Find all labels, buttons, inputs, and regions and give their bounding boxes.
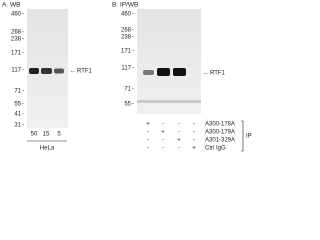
marker-label: 171 <box>121 49 132 55</box>
band <box>54 68 64 74</box>
marker-label: 238 <box>11 37 22 43</box>
marker-tick: - <box>22 102 24 108</box>
marker-tick: - <box>22 89 24 95</box>
sign: + <box>161 130 165 136</box>
marker-label: 41 <box>14 112 21 118</box>
marker-label: 71 <box>124 87 131 93</box>
marker-tick: - <box>22 112 24 118</box>
row-label: Ctrl IgG <box>205 146 226 152</box>
lane-label: 50 <box>31 132 38 138</box>
target-label: RTF1 <box>210 71 226 77</box>
sign: + <box>192 146 196 152</box>
band <box>173 68 186 76</box>
lane-label: 5 <box>57 132 61 138</box>
marker-label: 71 <box>14 89 21 95</box>
sign: - <box>193 122 195 128</box>
sign: - <box>178 122 180 128</box>
row-label: A301-329A <box>205 138 235 144</box>
marker-tick: - <box>132 66 134 72</box>
marker-label: 55 <box>14 102 21 108</box>
marker-tick: - <box>22 68 24 74</box>
sign: - <box>178 146 180 152</box>
marker-label: 117 <box>121 66 131 72</box>
marker-label: 31 <box>14 123 21 129</box>
target-label: RTF1 <box>77 69 93 75</box>
marker-tick: - <box>132 49 134 55</box>
sign: - <box>193 130 195 136</box>
sign: - <box>178 130 180 136</box>
band <box>157 68 170 76</box>
marker-tick: - <box>132 87 134 93</box>
marker-tick: - <box>132 12 134 18</box>
marker-label: 55 <box>124 102 131 108</box>
marker-tick: - <box>22 37 24 43</box>
band <box>29 68 39 74</box>
sample-label: HeLa <box>40 146 55 152</box>
marker-tick: - <box>22 123 24 129</box>
marker-label: 171 <box>11 51 22 57</box>
sign: + <box>146 122 150 128</box>
marker-label: 268 <box>11 30 22 36</box>
arrow: ← <box>70 69 76 75</box>
row-label: A300-178A <box>205 122 235 128</box>
marker-label: 268 <box>121 28 132 34</box>
marker-tick: - <box>22 30 24 36</box>
marker-tick: - <box>132 102 134 108</box>
marker-label: 460 <box>11 12 22 18</box>
sign: - <box>147 146 149 152</box>
ip-bracket <box>241 120 244 152</box>
sign: - <box>147 130 149 136</box>
marker-tick: - <box>132 35 134 41</box>
marker-tick: - <box>22 12 24 18</box>
panel-title: B. IP/WB <box>112 2 138 9</box>
marker-label: 460 <box>121 12 132 18</box>
sign: - <box>193 138 195 144</box>
sign: - <box>162 146 164 152</box>
sign: + <box>177 138 181 144</box>
arrow: ← <box>203 71 209 77</box>
row-label: A300-179A <box>205 130 235 136</box>
marker-tick: - <box>22 51 24 57</box>
band <box>143 70 154 75</box>
marker-tick: - <box>132 28 134 34</box>
panel-title: A. WB <box>2 2 20 9</box>
group-label: IP <box>246 134 252 140</box>
heavy-chain <box>137 100 201 103</box>
sign: - <box>162 138 164 144</box>
blot-b <box>137 9 201 114</box>
marker-label: 117 <box>11 68 21 74</box>
sign: - <box>162 122 164 128</box>
marker-label: 238 <box>121 35 132 41</box>
sign: - <box>147 138 149 144</box>
band <box>41 68 52 74</box>
figure: A. WB B. IP/WB ← RTF1 ← RTF1 HeLa IP 460… <box>2 2 252 152</box>
lane-label: 15 <box>43 132 50 138</box>
